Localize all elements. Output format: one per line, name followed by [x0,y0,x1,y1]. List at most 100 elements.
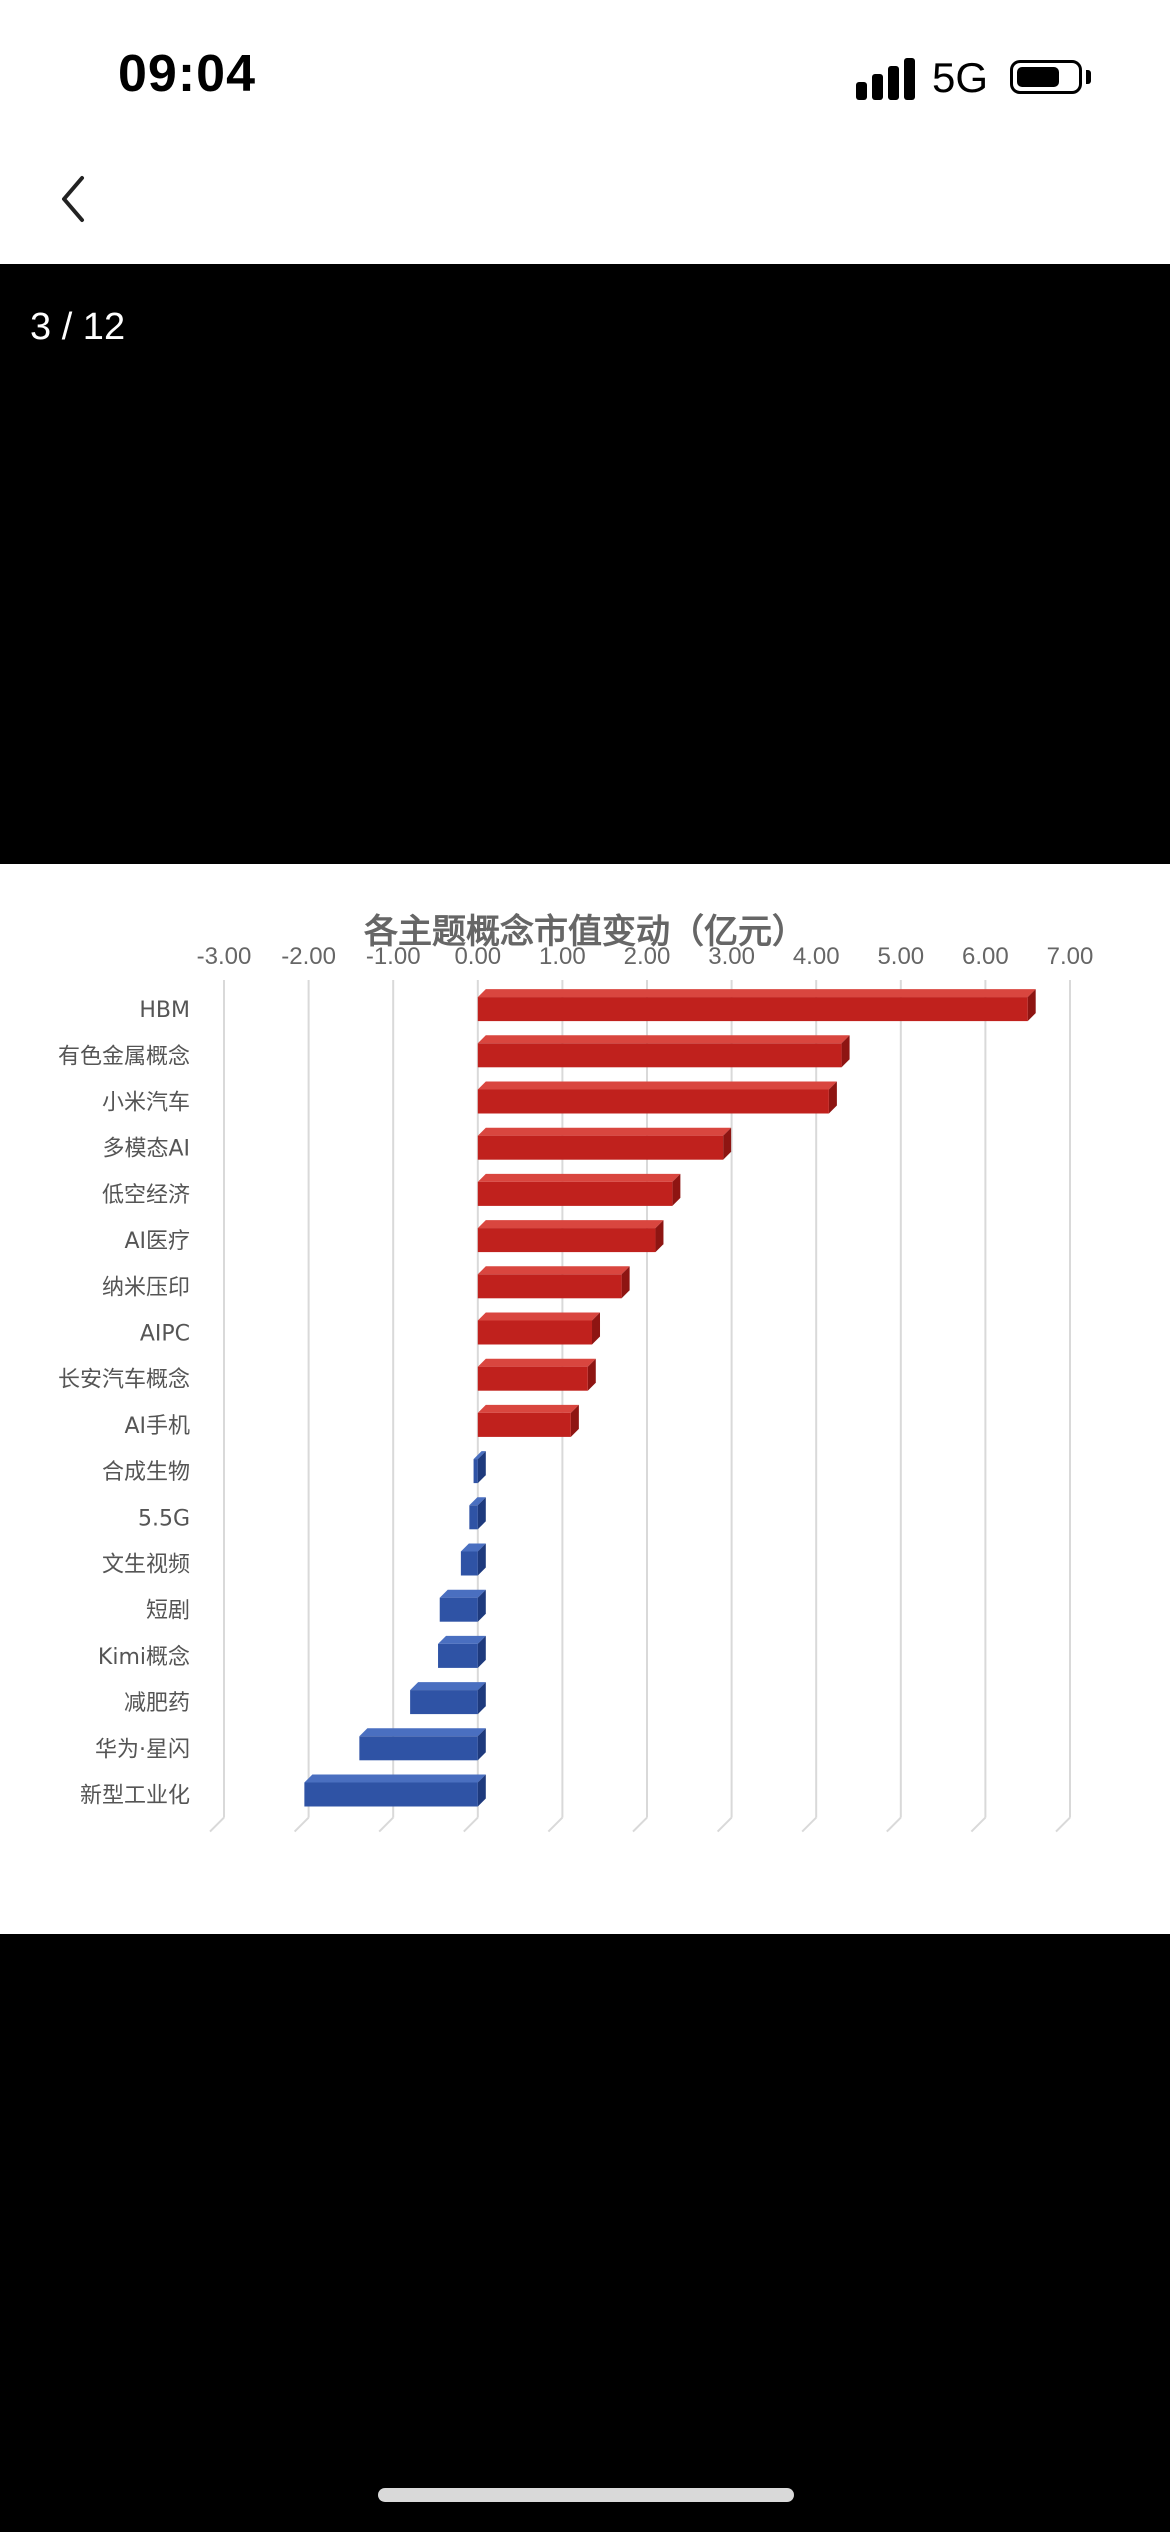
bar-side [477,1589,486,1622]
x-tick-label: 5.00 [877,943,924,970]
bar-top [460,1543,486,1552]
bar [439,1597,478,1622]
bar [477,1274,622,1299]
bar-top [477,1358,596,1367]
gridline-floor [716,1816,733,1833]
bar-side [477,1497,486,1530]
gridline-floor [801,1816,817,1833]
category-label: 纳米压印 [102,1275,190,1300]
x-tick-label: -2.00 [281,943,336,970]
bar [477,1366,588,1391]
category-label: 短剧 [146,1599,190,1624]
bar-side [655,1220,664,1253]
battery-icon [1010,60,1082,94]
bar-top [477,1266,630,1275]
bar [477,1320,593,1345]
category-label: 合成生物 [102,1460,190,1485]
bar-top [469,1497,486,1506]
bar-top [477,989,1036,998]
chevron-left-icon [62,176,84,222]
image-viewer[interactable]: 3 / 12 各主题概念市值变动（亿元） -3.00 -2.00 -1.00 0.00… [0,264,1170,2532]
signal-icon [856,58,918,100]
gridline-floor [547,1816,564,1833]
bar-side [723,1127,732,1160]
bar-top [477,1220,664,1229]
category-label: Kimi概念 [98,1645,190,1670]
category-label: HBM [139,998,190,1023]
category-label: 低空经济 [102,1183,190,1208]
bar-side [828,1081,837,1114]
bar-side [477,1682,486,1715]
bar [477,1228,656,1253]
bar [438,1643,478,1668]
gridline-floor [1055,1816,1071,1833]
home-indicator[interactable] [378,2488,794,2502]
back-button[interactable] [50,164,120,234]
chart-image[interactable]: 各主题概念市值变动（亿元） -3.00 -2.00 -1.00 0.00 1.00 2.0… [0,864,1170,1934]
bar-side [477,1451,486,1484]
bar-top [477,1127,732,1136]
bar-chart: -3.00 -2.00 -1.00 0.00 1.00 2.00 3.00 4.00 5.00 6… [58,943,1094,1833]
x-tick-label: 7.00 [1047,943,1094,970]
status-time: 09:04 [118,45,256,103]
x-tick-label: 3.00 [708,943,755,970]
bar-side [570,1404,579,1437]
x-tick-label: 1.00 [539,943,586,970]
bar-top [477,1035,850,1044]
bar-top [438,1635,486,1644]
bar [477,1043,842,1068]
category-label: 文生视频 [102,1553,190,1578]
bar-top [477,1312,601,1321]
gridline-floor [970,1816,987,1833]
bar [477,1089,829,1114]
category-label: 小米汽车 [102,1091,190,1116]
battery-level [1017,67,1059,87]
bar [477,997,1028,1022]
gridline-floor [209,1816,225,1833]
bar [410,1690,478,1715]
category-label: 新型工业化 [80,1784,190,1809]
bar-side [621,1266,630,1299]
bar-top [304,1774,486,1783]
x-tick-label: 6.00 [962,943,1009,970]
category-label: AI医疗 [124,1229,190,1254]
bar-side [841,1035,850,1068]
gridline-floor [632,1816,648,1833]
x-tick-label: 4.00 [793,943,840,970]
bar-side [587,1358,596,1391]
bar-top [477,1081,837,1090]
chart-title: 各主题概念市值变动（亿元） [364,913,806,951]
category-label: AIPC [140,1322,190,1347]
page-counter: 3 / 12 [30,306,126,348]
x-tick-label: -1.00 [366,943,421,970]
category-label: 长安汽车概念 [58,1368,190,1393]
battery-cap [1086,70,1091,84]
bar-top [477,1173,681,1182]
bar [304,1782,478,1807]
category-label: 有色金属概念 [58,1044,190,1069]
gridline-floor [378,1816,394,1833]
bar [477,1412,571,1437]
x-tick-label: -3.00 [197,943,252,970]
bar [359,1736,478,1761]
gridline-floor [463,1816,479,1833]
status-bar: 09:04 5G [0,0,1170,140]
nav-bar [0,140,1170,264]
bar-top [477,1404,579,1413]
x-tick-label: 2.00 [624,943,671,970]
bar [473,1459,478,1484]
bar-top [359,1728,486,1737]
bar [477,1181,673,1206]
category-label: 减肥药 [124,1691,190,1716]
category-label: 华为·星闪 [95,1737,190,1762]
bar [460,1551,478,1576]
bar-side [1027,989,1036,1022]
network-type: 5G [932,54,989,101]
bar-side [477,1774,486,1807]
bar-side [592,1312,601,1345]
category-label: 5.5G [138,1506,190,1531]
bar-side [477,1543,486,1576]
category-label: 多模态AI [102,1137,190,1162]
category-label: AI手机 [124,1414,190,1439]
bar-side [477,1728,486,1761]
